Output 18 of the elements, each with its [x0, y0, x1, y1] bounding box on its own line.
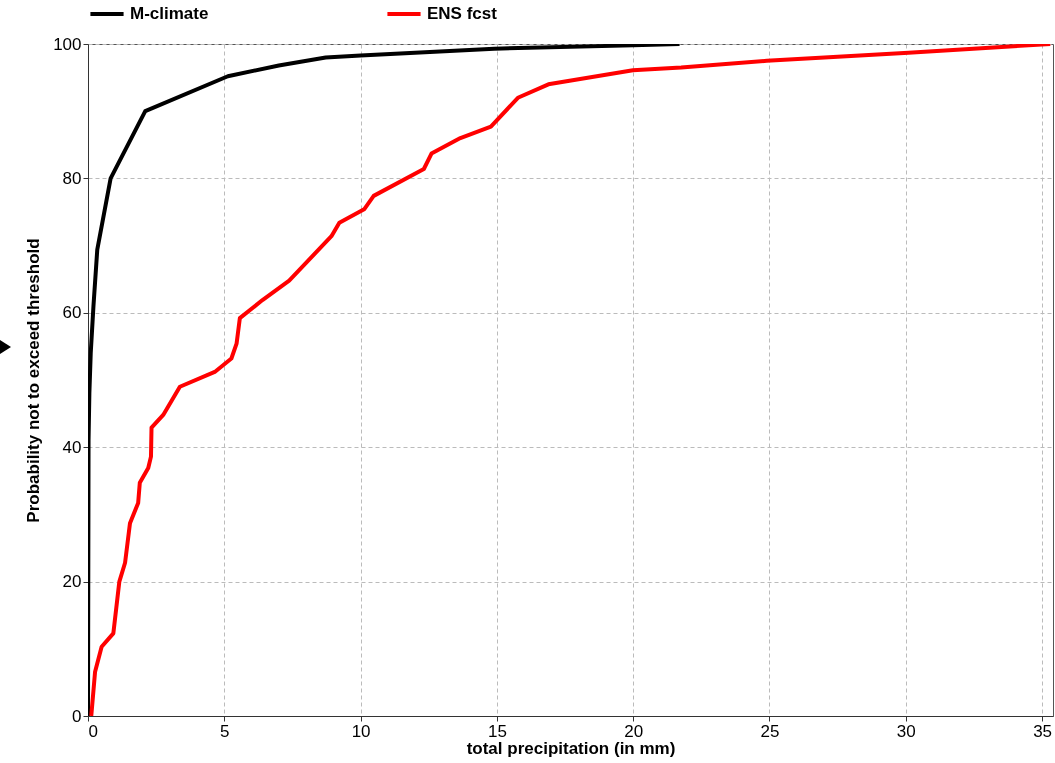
y-tick-label: 20 — [62, 572, 82, 592]
x-tick-label: 10 — [351, 721, 371, 741]
x-tick-label: 15 — [487, 721, 507, 741]
x-tick-label: 5 — [220, 721, 230, 741]
y-tick-label: 0 — [72, 706, 82, 726]
x-tick-label: 0 — [88, 721, 98, 741]
x-tick-label: 20 — [624, 721, 644, 741]
x-tick-label: 25 — [760, 721, 780, 741]
y-tick-label: 40 — [62, 437, 82, 457]
legend-label: ENS fcst — [427, 4, 498, 23]
y-tick-label: 60 — [62, 303, 82, 323]
x-axis-title: total precipitation (in mm) — [466, 738, 676, 758]
y-tick-label: 100 — [53, 34, 82, 54]
legend-label: M-climate — [130, 4, 209, 23]
x-tick-label: 35 — [1033, 721, 1053, 741]
y-tick-label: 80 — [62, 168, 82, 188]
x-tick-label: 30 — [896, 721, 916, 741]
y-axis-title: Probability not to exceed threshold — [24, 238, 44, 523]
